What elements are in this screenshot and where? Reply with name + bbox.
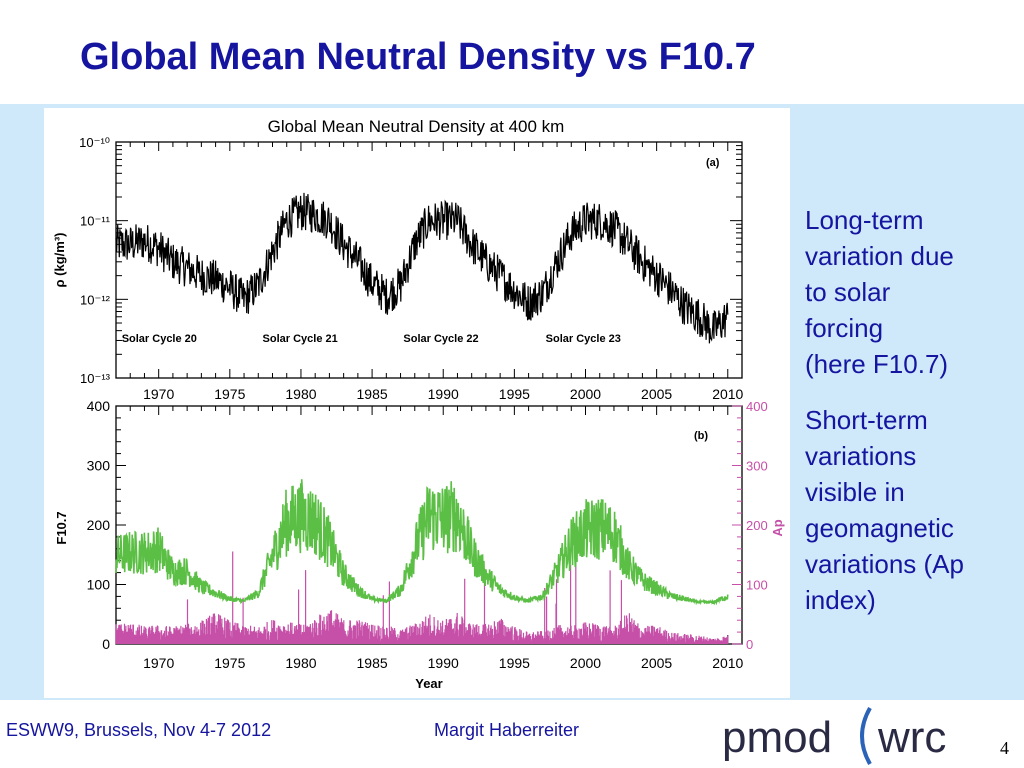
solar-cycle-labels: Solar Cycle 20 Solar Cycle 21 Solar Cycle … <box>122 333 621 345</box>
f107-x-tick-label: 2000 <box>570 655 601 671</box>
page-number: 4 <box>1000 738 1009 758</box>
density-panel: Global Mean Neutral Density at 400 km 19… <box>52 117 744 402</box>
density-x-tick-label: 2010 <box>712 386 743 402</box>
density-y-tick-label: 10⁻¹⁰ <box>79 135 110 150</box>
density-y-tick-label: 10⁻¹³ <box>80 371 111 386</box>
density-x-tick-label: 1985 <box>357 386 388 402</box>
density-x-tick-label: 1975 <box>214 386 245 402</box>
year-axis-label: Year <box>415 676 442 691</box>
f107-panel-label: (b) <box>694 430 708 442</box>
density-axis-ticks <box>116 141 742 379</box>
f107-y-tick-label: 100 <box>87 577 111 593</box>
density-y-tick-label: 10⁻¹¹ <box>80 214 111 229</box>
f107-series-line <box>115 479 729 606</box>
f107-x-tick-label: 2010 <box>712 655 743 671</box>
ap-y-tick-label: 0 <box>746 637 753 652</box>
side-notes: Long-term variation due to solar forcing… <box>805 202 1020 638</box>
ap-series-line <box>115 551 729 644</box>
f107-x-tick-label: 1970 <box>143 655 174 671</box>
f107-x-tick-label: 1985 <box>357 655 388 671</box>
density-f107-figure: Global Mean Neutral Density at 400 km 19… <box>52 117 785 691</box>
solar-cycle-label: Solar Cycle 20 <box>122 333 197 345</box>
f107-x-tick-label: 1975 <box>214 655 245 671</box>
density-x-tick-label: 2005 <box>641 386 672 402</box>
logo-text-wrc: wrc <box>877 713 946 762</box>
f107-y-tick-label: 400 <box>87 398 111 414</box>
f107-x-tick-label: 1980 <box>285 655 316 671</box>
ap-y-tick-labels: 0 100 200 300 400 <box>746 399 768 652</box>
pmod-wrc-logo: pmod wrc <box>722 707 946 765</box>
density-x-tick-label: 1990 <box>428 386 459 402</box>
ap-y-axis-label: Ap <box>770 519 785 536</box>
footer-event: ESWW9, Brussels, Nov 4-7 2012 <box>6 720 272 740</box>
density-panel-label: (a) <box>706 157 720 169</box>
solar-cycle-label: Solar Cycle 22 <box>403 333 478 345</box>
note-short-term: Short-term variations visible in geomagn… <box>805 405 964 615</box>
ap-y-tick-label: 100 <box>746 578 768 593</box>
footer-author: Margit Haberreiter <box>434 720 580 740</box>
f107-y-tick-label: 0 <box>102 636 110 652</box>
density-y-tick-labels: 10⁻¹⁰ 10⁻¹¹ 10⁻¹² 10⁻¹³ <box>79 135 111 386</box>
ap-y-tick-label: 300 <box>746 459 768 474</box>
density-x-tick-label: 1970 <box>143 386 174 402</box>
density-x-tick-label: 1980 <box>285 386 316 402</box>
density-y-axis-label: ρ (kg/m³) <box>52 233 67 288</box>
f107-y-axis-label: F10.7 <box>54 511 69 544</box>
f107-x-tick-label: 2005 <box>641 655 672 671</box>
ap-y-tick-label: 400 <box>746 399 768 414</box>
figure-background <box>44 108 790 698</box>
f107-ap-panel: 1970 1975 1980 1985 1990 1995 2000 2005 2010 010… <box>54 398 785 691</box>
density-x-tick-label: 1995 <box>499 386 530 402</box>
density-y-tick-label: 10⁻¹² <box>80 292 111 307</box>
f107-x-tick-labels: 1970 1975 1980 1985 1990 1995 2000 2005 2010 <box>143 655 743 671</box>
solar-cycle-label: Solar Cycle 23 <box>546 333 621 345</box>
density-x-tick-labels: 1970 1975 1980 1985 1990 1995 2000 2005 2010 <box>143 386 743 402</box>
ap-y-tick-label: 200 <box>746 518 768 533</box>
logo-swoosh <box>860 707 872 765</box>
solar-cycle-label: Solar Cycle 21 <box>263 333 338 345</box>
slide-title: Global Mean Neutral Density vs F10.7 <box>80 36 756 78</box>
f107-y-tick-label: 300 <box>87 458 111 474</box>
f107-y-tick-labels: 0 100 200 300 400 <box>87 398 111 652</box>
density-chart-title: Global Mean Neutral Density at 400 km <box>268 117 565 136</box>
f107-x-tick-label: 1995 <box>499 655 530 671</box>
f107-x-tick-label: 1990 <box>428 655 459 671</box>
logo-text-pmod: pmod <box>722 713 832 762</box>
f107-y-tick-label: 200 <box>87 517 111 533</box>
density-x-tick-label: 2000 <box>570 386 601 402</box>
density-series-line <box>115 192 729 344</box>
note-long-term: Long-term variation due to solar forcing… <box>805 205 954 379</box>
